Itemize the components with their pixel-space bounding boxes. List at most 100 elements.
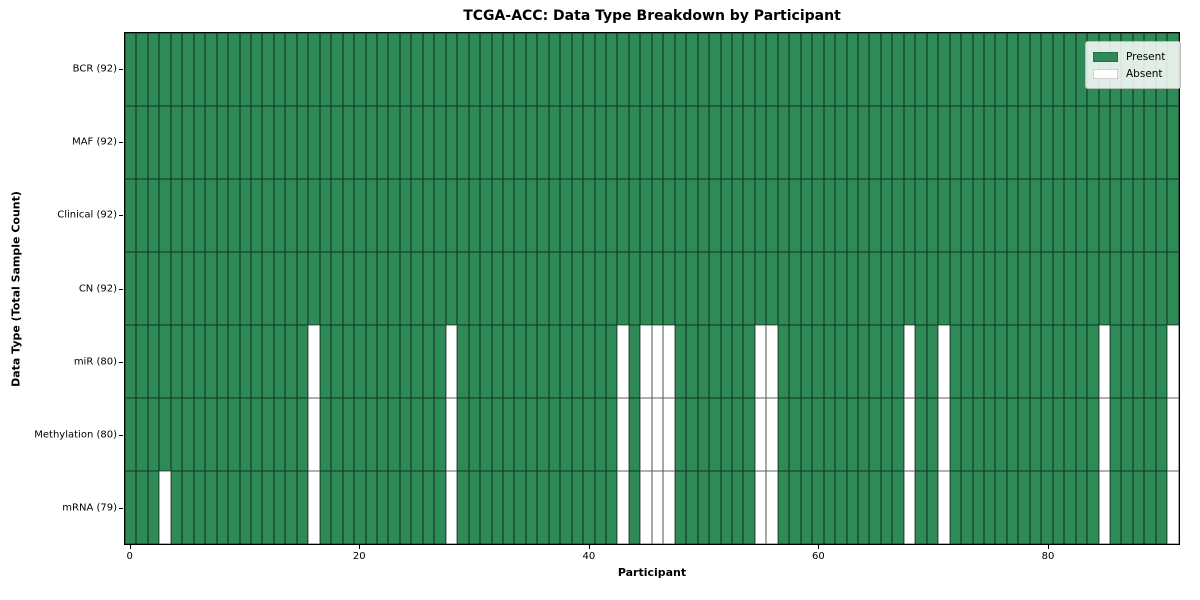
- heatmap-cell-miR-59-present: [800, 325, 813, 398]
- heatmap-cell-BCR-23-present: [388, 33, 400, 106]
- heatmap-cell-BCR-5-present: [182, 33, 194, 106]
- heatmap-cell-Clinical-0-present: [125, 179, 137, 252]
- heatmap-cell-CN-32-present: [491, 252, 503, 325]
- y-axis-label: Data Type (Total Sample Count): [9, 191, 23, 387]
- heatmap-cell-Clinical-80-present: [1041, 179, 1053, 252]
- heatmap-cell-CN-52-present: [720, 252, 733, 325]
- heatmap-cell-miR-44-present: [628, 325, 641, 398]
- heatmap-cell-CN-66-present: [880, 252, 893, 325]
- heatmap-cell-Clinical-42-present: [606, 179, 618, 252]
- heatmap-cell-CN-67-present: [892, 252, 904, 325]
- heatmap-cell-Methylation-0-present: [125, 398, 137, 471]
- heatmap-cell-MAF-53-present: [732, 106, 744, 179]
- heatmap-cell-CN-81-present: [1052, 252, 1065, 325]
- heatmap-cell-BCR-21-present: [365, 33, 377, 106]
- heatmap-cell-Methylation-76-present: [995, 398, 1007, 471]
- heatmap-cell-CN-18-present: [331, 252, 343, 325]
- heatmap-cell-miR-81-present: [1052, 325, 1065, 398]
- heatmap-cell-CN-87-present: [1121, 252, 1133, 325]
- heatmap-cell-Clinical-25-present: [411, 179, 423, 252]
- heatmap-cell-MAF-23-present: [388, 106, 400, 179]
- heatmap-cell-miR-85-absent: [1098, 325, 1110, 398]
- heatmap-cell-mRNA-64-present: [858, 471, 870, 544]
- heatmap-cell-mRNA-24-present: [399, 471, 412, 544]
- heatmap-cell-CN-62-present: [835, 252, 847, 325]
- heatmap-cell-CN-46-present: [651, 252, 664, 325]
- heatmap-cell-MAF-61-present: [823, 106, 836, 179]
- heatmap-cell-mRNA-23-present: [388, 471, 400, 544]
- heatmap-cell-MAF-91-present: [1167, 106, 1179, 179]
- heatmap-cell-BCR-51-present: [709, 33, 721, 106]
- heatmap-cell-mRNA-71-absent: [938, 471, 950, 544]
- heatmap-cell-MAF-10-present: [239, 106, 251, 179]
- heatmap-cell-BCR-61-present: [823, 33, 836, 106]
- heatmap-cell-MAF-56-present: [766, 106, 778, 179]
- x-tick-mark-40: [588, 545, 590, 549]
- heatmap-cell-Clinical-22-present: [376, 179, 389, 252]
- heatmap-cell-mRNA-88-present: [1132, 471, 1145, 544]
- heatmap-cell-MAF-19-present: [342, 106, 355, 179]
- heatmap-cell-BCR-31-present: [480, 33, 492, 106]
- heatmap-cell-miR-69-present: [915, 325, 927, 398]
- heatmap-cell-Methylation-52-present: [720, 398, 733, 471]
- heatmap-cell-Clinical-46-present: [651, 179, 664, 252]
- heatmap-cell-mRNA-81-present: [1052, 471, 1065, 544]
- heatmap-cell-miR-90-present: [1155, 325, 1168, 398]
- heatmap-cell-CN-61-present: [823, 252, 836, 325]
- heatmap-cell-mRNA-54-present: [743, 471, 755, 544]
- heatmap-cell-MAF-49-present: [686, 106, 698, 179]
- heatmap-cell-mRNA-40-present: [583, 471, 595, 544]
- heatmap-cell-Methylation-59-present: [800, 398, 813, 471]
- heatmap-cell-mRNA-91-absent: [1167, 471, 1179, 544]
- x-tick-label-60: 60: [812, 551, 825, 562]
- heatmap-cell-BCR-71-present: [938, 33, 950, 106]
- heatmap-cell-MAF-41-present: [594, 106, 607, 179]
- heatmap-cell-Methylation-42-present: [606, 398, 618, 471]
- heatmap-cell-CN-88-present: [1132, 252, 1145, 325]
- heatmap-cell-BCR-9-present: [228, 33, 240, 106]
- heatmap-cell-CN-23-present: [388, 252, 400, 325]
- heatmap-cell-CN-29-present: [457, 252, 469, 325]
- x-tick-label-20: 20: [352, 551, 366, 562]
- heatmap-cell-MAF-83-present: [1075, 106, 1088, 179]
- heatmap-cell-Clinical-18-present: [331, 179, 343, 252]
- heatmap-cell-Methylation-55-absent: [754, 398, 767, 471]
- heatmap-cell-mRNA-6-present: [193, 471, 206, 544]
- heatmap-cell-BCR-26-present: [422, 33, 435, 106]
- heatmap-cell-Clinical-51-present: [709, 179, 721, 252]
- heatmap-cell-Clinical-85-present: [1098, 179, 1110, 252]
- y-tick-label-Methylation: Methylation (80): [34, 429, 117, 441]
- heatmap-cell-MAF-29-present: [457, 106, 469, 179]
- heatmap-cell-Methylation-14-present: [285, 398, 297, 471]
- heatmap-cell-MAF-65-present: [869, 106, 881, 179]
- heatmap-cell-miR-60-present: [812, 325, 824, 398]
- heatmap-cell-MAF-67-present: [892, 106, 904, 179]
- heatmap-cell-CN-16-present: [308, 252, 320, 325]
- heatmap-cell-BCR-64-present: [858, 33, 870, 106]
- legend-item-absent: Absent: [1093, 65, 1173, 82]
- heatmap-cell-CN-21-present: [365, 252, 377, 325]
- heatmap-cell-Clinical-32-present: [491, 179, 503, 252]
- heatmap-cell-miR-48-present: [674, 325, 687, 398]
- heatmap-cell-mRNA-62-present: [835, 471, 847, 544]
- heatmap-cell-MAF-85-present: [1098, 106, 1110, 179]
- heatmap-cell-Clinical-37-present: [548, 179, 561, 252]
- heatmap-cell-miR-12-present: [262, 325, 274, 398]
- heatmap-cell-Clinical-88-present: [1132, 179, 1145, 252]
- heatmap-cell-miR-46-absent: [651, 325, 664, 398]
- heatmap-cell-BCR-40-present: [583, 33, 595, 106]
- legend-item-present: Present: [1093, 48, 1173, 65]
- heatmap-cell-BCR-46-present: [651, 33, 664, 106]
- heatmap-cell-Clinical-68-present: [903, 179, 916, 252]
- heatmap-cell-MAF-33-present: [502, 106, 515, 179]
- heatmap-cell-CN-63-present: [846, 252, 858, 325]
- heatmap-cell-CN-84-present: [1087, 252, 1099, 325]
- heatmap-cell-miR-16-absent: [308, 325, 320, 398]
- heatmap-cell-BCR-39-present: [571, 33, 584, 106]
- heatmap-cell-BCR-65-present: [869, 33, 881, 106]
- heatmap-cell-CN-80-present: [1041, 252, 1053, 325]
- heatmap-cell-CN-71-present: [938, 252, 950, 325]
- heatmap-cell-Methylation-48-present: [674, 398, 687, 471]
- heatmap-cell-Clinical-9-present: [228, 179, 240, 252]
- heatmap-cell-MAF-72-present: [949, 106, 962, 179]
